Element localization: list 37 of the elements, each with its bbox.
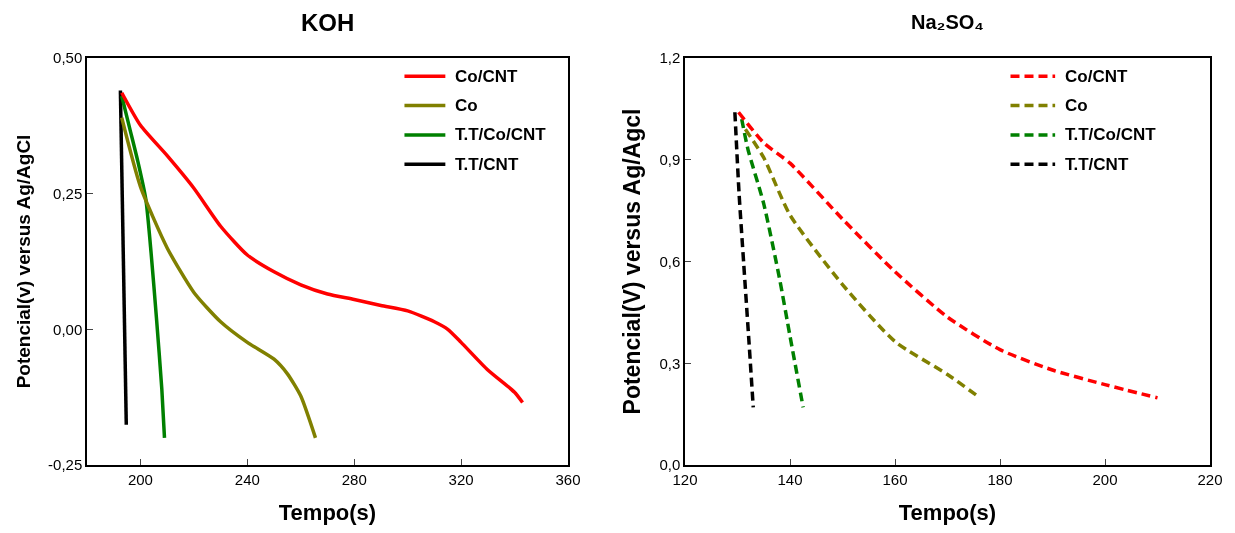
x-tick-label: 360: [555, 470, 581, 488]
y-axis-title: Potencial(V) versus Ag/Agcl: [619, 108, 646, 415]
x-axis-title: Tempo(s): [278, 500, 377, 526]
y-tick-label: 0,25: [53, 184, 83, 202]
legend-label: T.T/CNT: [455, 155, 519, 174]
x-tick-label: 280: [341, 470, 367, 488]
legend-label: Co/CNT: [455, 67, 518, 86]
line-series: [733, 110, 755, 410]
x-tick-label: 240: [234, 470, 260, 488]
x-tick-label: 320: [448, 470, 474, 488]
y-tick-label: 0,6: [659, 252, 681, 270]
legend-label: T.T/CNT: [1065, 155, 1129, 174]
line-series: [736, 110, 1160, 400]
y-tick-label: 0,3: [659, 354, 681, 372]
x-tick-label: 200: [1092, 470, 1118, 488]
x-tick-label: 220: [1197, 470, 1223, 488]
legend-label: T.T/Co/CNT: [455, 125, 547, 144]
y-tick-label: 0,00: [53, 320, 83, 338]
chart-title: Na₂SO₄: [911, 11, 984, 33]
line-series: [119, 115, 318, 440]
legend-label: T.T/Co/CNT: [1065, 125, 1157, 144]
chart-title: KOH: [301, 9, 355, 36]
legend-label: Co/CNT: [1065, 67, 1128, 86]
x-tick-label: 140: [777, 470, 803, 488]
y-tick-label: 0,9: [659, 151, 681, 168]
line-series: [119, 94, 167, 440]
x-axis-title: Tempo(s): [898, 500, 997, 526]
legend-label: Co: [455, 96, 478, 115]
line-series: [739, 117, 805, 410]
y-tick-label: 0,50: [53, 49, 83, 67]
y-tick-label: -0,25: [48, 456, 83, 474]
y-tick-label: 1,2: [659, 49, 681, 67]
x-tick-label: 180: [987, 470, 1013, 488]
x-tick-label: 200: [127, 470, 153, 488]
x-tick-label: 160: [882, 470, 908, 488]
y-axis-title: Potencial(v) versus Ag/AgCl: [13, 134, 35, 389]
legend-label: Co: [1065, 96, 1088, 115]
